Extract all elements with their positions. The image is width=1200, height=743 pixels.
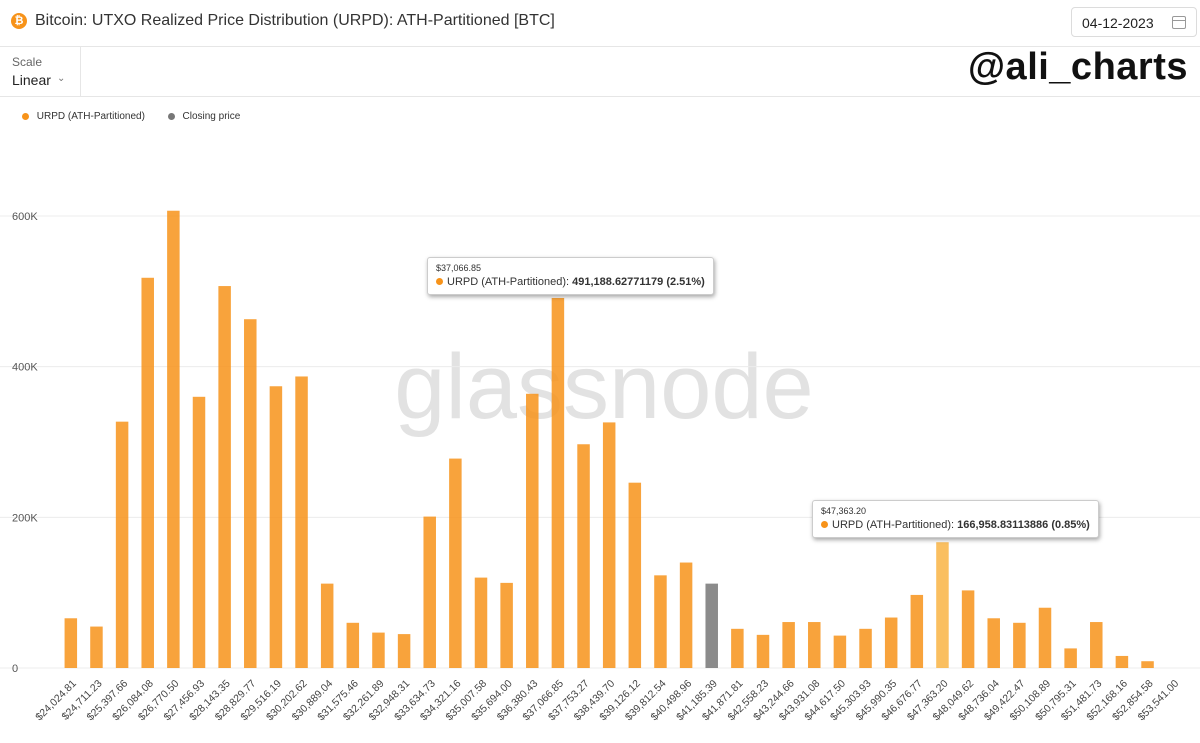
author-handle: @ali_charts	[968, 46, 1188, 88]
tooltip-1-dot	[436, 278, 443, 285]
bar[interactable]	[218, 286, 231, 668]
scale-label: Scale	[12, 55, 43, 69]
bar[interactable]	[1038, 607, 1052, 668]
tooltip-1-value: 491,188.62771179 (2.51%)	[572, 276, 705, 288]
date-value: 04-12-2023	[1082, 15, 1154, 31]
bar[interactable]	[833, 635, 847, 668]
bitcoin-icon: ₿	[11, 13, 27, 29]
legend-dot-closing-price	[167, 113, 175, 120]
date-picker[interactable]: 04-12-2023	[1071, 7, 1197, 37]
scale-value: Linear	[12, 72, 51, 88]
bar[interactable]	[1115, 655, 1129, 668]
legend-item-closing-price[interactable]: Closing price	[167, 111, 241, 122]
bar[interactable]	[808, 622, 821, 668]
bar[interactable]	[167, 210, 180, 668]
bar[interactable]	[1090, 622, 1103, 668]
tooltip-1: $37,066.85 URPD (ATH-Partitioned): 491,1…	[427, 257, 714, 295]
y-tick-label: 200K	[12, 512, 38, 524]
bar[interactable]	[628, 482, 642, 668]
legend-label-urpd: URPD (ATH-Partitioned)	[36, 111, 145, 122]
glassnode-watermark: glassnode	[394, 336, 813, 438]
bar[interactable]	[654, 575, 667, 668]
bar[interactable]	[731, 628, 744, 668]
tooltip-1-series: URPD (ATH-Partitioned)	[447, 276, 566, 288]
bar[interactable]	[90, 626, 103, 668]
bar[interactable]	[551, 297, 565, 668]
chart-toolbar: Scale Linear ⌄	[0, 46, 1200, 97]
chart-legend: URPD (ATH-Partitioned) Closing price	[22, 111, 260, 122]
y-tick-label: 0	[12, 663, 18, 675]
legend-item-urpd[interactable]: URPD (ATH-Partitioned)	[22, 111, 145, 122]
bar[interactable]	[859, 628, 872, 668]
bar[interactable]	[1141, 661, 1154, 668]
bar[interactable]	[1064, 648, 1077, 668]
bar[interactable]	[320, 583, 334, 668]
tooltip-2-dot	[821, 521, 828, 528]
tooltip-1-date: $37,066.85	[436, 263, 482, 273]
bar[interactable]	[756, 634, 770, 668]
bar[interactable]	[192, 396, 206, 668]
calendar-icon[interactable]	[1172, 16, 1186, 29]
bar[interactable]	[244, 319, 257, 668]
tooltip-2-series: URPD (ATH-Partitioned)	[832, 519, 951, 531]
chevron-down-icon: ⌄	[57, 73, 66, 84]
bar[interactable]	[474, 577, 488, 668]
chart-title: Bitcoin: UTXO Realized Price Distributio…	[35, 12, 555, 29]
legend-label-closing-price: Closing price	[182, 111, 241, 122]
tooltip-2: $47,363.20 URPD (ATH-Partitioned): 166,9…	[812, 500, 1099, 538]
bar[interactable]	[141, 277, 154, 668]
y-tick-label: 600K	[12, 211, 38, 223]
bars-group	[64, 210, 1154, 668]
bar[interactable]	[115, 421, 129, 668]
bar[interactable]	[910, 594, 924, 668]
bar[interactable]	[449, 458, 462, 668]
x-axis-labels: $24,024.81$24,711.23$25,397.66$26,084.08…	[33, 678, 1181, 724]
bar[interactable]	[961, 590, 975, 668]
bar[interactable]	[423, 516, 436, 668]
bar[interactable]	[782, 622, 795, 668]
scale-selector[interactable]: Scale Linear ⌄	[0, 46, 81, 96]
bar[interactable]	[705, 583, 718, 668]
y-tick-label: 400K	[12, 362, 38, 374]
y-axis-labels: 0 200K 400K 600K	[12, 211, 38, 675]
bar[interactable]	[346, 622, 360, 668]
bar[interactable]	[397, 634, 411, 668]
bar[interactable]	[372, 632, 385, 668]
bar[interactable]	[1013, 622, 1026, 668]
bar[interactable]	[500, 582, 513, 668]
tooltip-2-value: 166,958.83113886 (0.85%)	[957, 519, 1090, 531]
bar[interactable]	[884, 617, 898, 668]
chart-header: ₿ Bitcoin: UTXO Realized Price Distribut…	[0, 0, 1200, 47]
bar[interactable]	[526, 393, 539, 668]
bar[interactable]	[602, 422, 616, 668]
bar[interactable]	[987, 618, 1000, 668]
bar[interactable]	[577, 444, 590, 668]
legend-dot-urpd	[22, 113, 29, 120]
bar[interactable]	[295, 376, 308, 668]
bar[interactable]	[936, 542, 949, 668]
bar[interactable]	[269, 386, 283, 668]
tooltip-2-date: $47,363.20	[821, 506, 867, 516]
bar[interactable]	[64, 618, 78, 668]
bar[interactable]	[679, 562, 693, 668]
